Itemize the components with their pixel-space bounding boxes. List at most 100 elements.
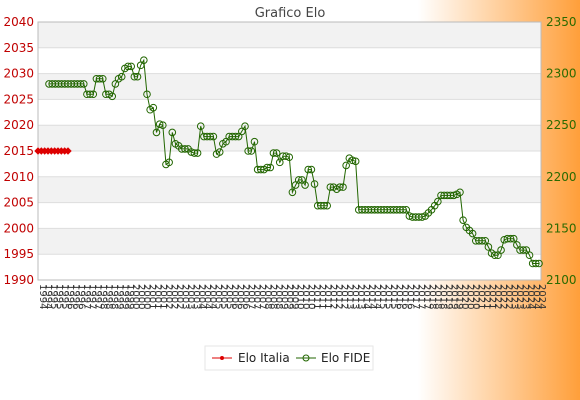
x-tick-label: 2004 (207, 284, 218, 309)
fide-point (143, 90, 151, 99)
x-tick-label: 1995 (53, 284, 64, 309)
x-tick-label: 2020 (470, 284, 481, 309)
x-tick-label: 2018 (437, 284, 448, 309)
fide-point (399, 206, 407, 214)
fide-point (509, 234, 518, 243)
x-tick-label: 1998 (97, 284, 108, 309)
x-tick-label: 1999 (114, 284, 125, 309)
fide-point (241, 122, 249, 131)
x-tick-label: 1997 (81, 284, 92, 309)
x-tick-label: 2006 (240, 284, 251, 309)
fide-point (159, 121, 167, 129)
y-left-tick-label: 2040 (3, 15, 34, 29)
x-tick-label: 1997 (92, 284, 103, 309)
plot-band (38, 125, 541, 151)
fide-point (149, 103, 158, 112)
y-right-tick-label: 2350 (546, 15, 577, 29)
x-tick-label: 2024 (531, 284, 542, 309)
x-tick-label: 2001 (147, 284, 158, 309)
x-tick-label: 2011 (317, 284, 328, 309)
x-tick-label: 2005 (223, 284, 234, 309)
x-tick-label: 1997 (86, 284, 97, 309)
fide-point (449, 191, 458, 200)
x-tick-label: 2023 (509, 284, 520, 309)
fide-point (165, 158, 173, 167)
legend: Elo Italia Elo FIDE (204, 345, 374, 371)
x-tick-label: 2018 (426, 284, 437, 309)
x-tick-label: 2009 (284, 284, 295, 309)
y-left-tick-label: 2025 (3, 92, 34, 106)
plot-band (38, 228, 541, 255)
x-tick-label: 2023 (514, 284, 525, 309)
x-tick-label: 2011 (322, 284, 333, 309)
fide-point (497, 246, 505, 254)
fide-point (348, 156, 357, 165)
x-tick-label: 2004 (202, 284, 213, 309)
x-tick-label: 2007 (245, 284, 256, 309)
y-left-tick-label: 2020 (3, 118, 34, 132)
x-tick-label: 1996 (70, 284, 81, 309)
y-right-tick-label: 2100 (546, 273, 577, 287)
fide-point (275, 158, 284, 167)
x-tick-label: 2015 (382, 284, 393, 309)
x-tick-label: 2008 (273, 284, 284, 309)
legend-dot-fide (302, 354, 310, 362)
x-tick-label: 2021 (487, 284, 498, 309)
x-tick-label: 2015 (388, 284, 399, 309)
fide-point (519, 246, 527, 254)
fide-point (231, 132, 240, 141)
x-tick-label: 2011 (311, 284, 322, 309)
legend-label-italia: Elo Italia (238, 351, 290, 365)
x-tick-label: 2009 (289, 284, 300, 309)
x-tick-label: 2000 (136, 284, 147, 309)
fide-point (320, 201, 328, 210)
fide-point (244, 147, 252, 155)
fide-point (418, 213, 426, 221)
fide-point (484, 243, 493, 251)
fide-point (272, 149, 281, 157)
fide-point (117, 72, 126, 81)
fide-point (108, 92, 117, 101)
fide-point (532, 259, 540, 268)
fide-point (130, 72, 139, 81)
fide-point (196, 122, 205, 131)
x-tick-label: 2010 (295, 284, 306, 309)
x-tick-label: 2019 (454, 284, 465, 309)
x-tick-label: 2021 (476, 284, 487, 309)
fide-point (535, 259, 543, 268)
x-tick-label: 2002 (163, 284, 174, 309)
fide-point (301, 181, 309, 189)
x-tick-label: 2010 (300, 284, 311, 309)
chart-title: Grafico Elo (255, 6, 326, 21)
x-tick-label: 2018 (432, 284, 443, 309)
x-tick-label: 2003 (185, 284, 196, 309)
x-tick-label: 2020 (465, 284, 476, 309)
y-right-tick-label: 2150 (546, 221, 577, 235)
fide-point (269, 149, 278, 157)
x-tick-label: 2020 (459, 284, 470, 309)
fide-point (294, 176, 303, 184)
fide-point (168, 128, 177, 137)
x-tick-label: 2013 (350, 284, 361, 309)
x-tick-label: 2012 (339, 284, 350, 309)
fide-point (323, 201, 331, 210)
fide-point (459, 216, 467, 224)
fide-point (127, 62, 135, 71)
fide-point (155, 120, 164, 128)
x-tick-label: 2001 (152, 284, 163, 309)
fide-point (250, 137, 259, 146)
x-tick-label: 2005 (212, 284, 223, 309)
x-tick-label: 2016 (404, 284, 415, 309)
x-tick-label: 2014 (366, 284, 377, 309)
x-tick-label: 2014 (371, 284, 382, 309)
y-left-tick-label: 2035 (3, 41, 34, 55)
fide-point (124, 62, 132, 71)
x-tick-label: 2003 (191, 284, 202, 309)
x-tick-label: 2022 (492, 284, 503, 309)
fide-point (247, 147, 256, 155)
fide-point (434, 197, 442, 206)
fide-point (215, 148, 224, 156)
fide-point (133, 72, 142, 81)
fide-point (351, 157, 360, 166)
fide-point (206, 132, 215, 141)
